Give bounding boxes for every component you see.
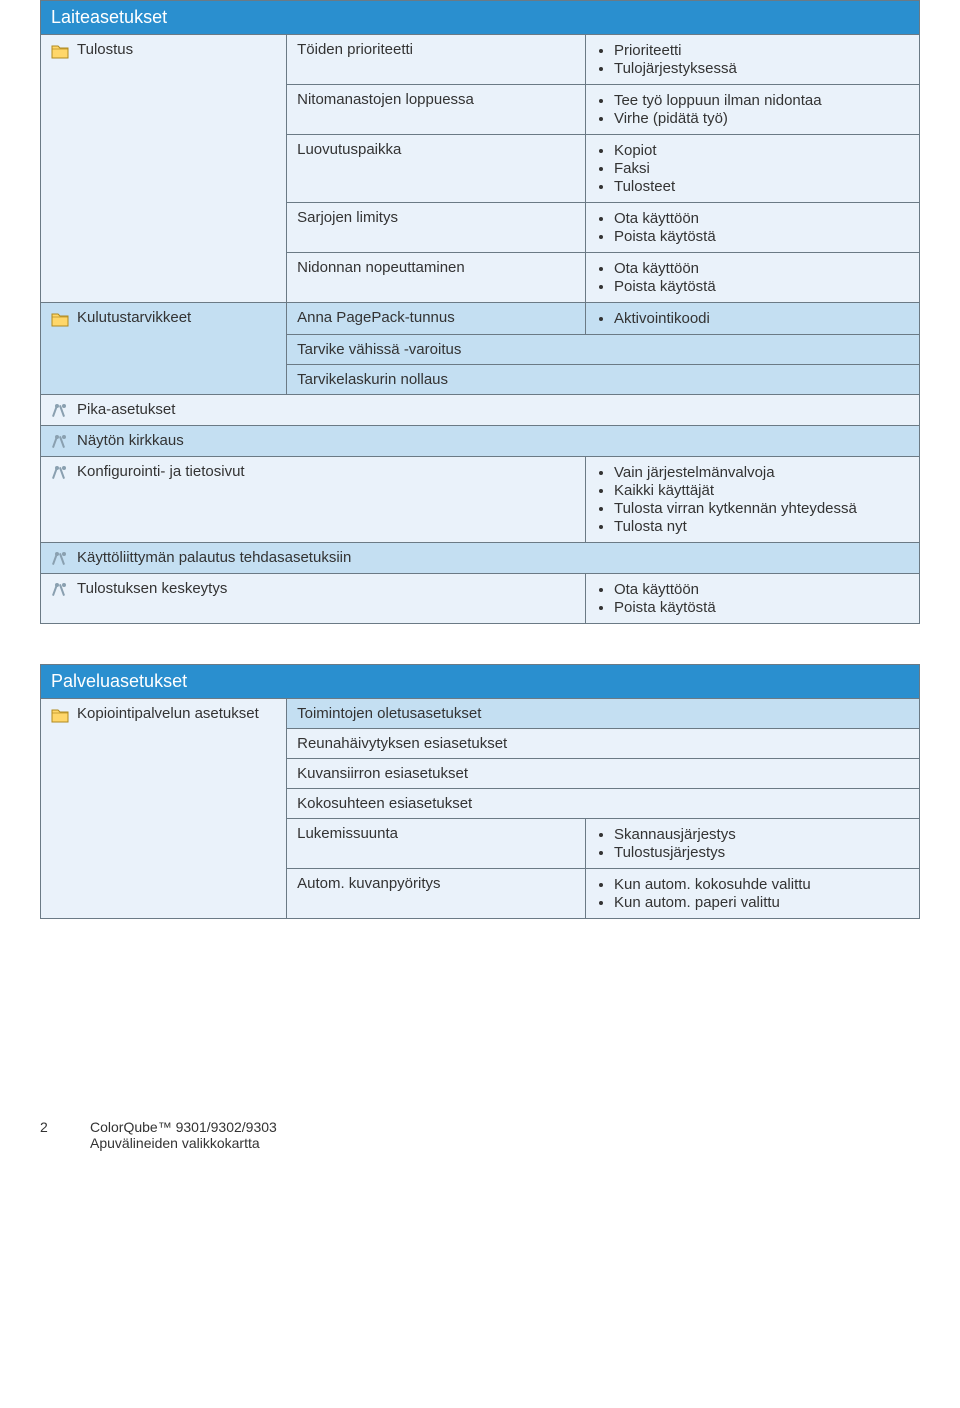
kayttopalautus-label: Käyttöliittymän palautus tehdasasetuksii… — [77, 549, 351, 566]
konfig-opts: Vain järjestelmänvalvoja Kaikki käyttäjä… — [585, 457, 919, 543]
opt-item: Tulojärjestyksessä — [614, 60, 909, 77]
konfig-label: Konfigurointi- ja tietosivut — [77, 463, 245, 480]
device-settings-header: Laiteasetukset — [41, 1, 920, 35]
nayton-label: Näytön kirkkaus — [77, 432, 184, 449]
page-footer: 2 ColorQube™ 9301/9302/9303 Apuvälineide… — [40, 1119, 920, 1151]
setting-name: Autom. kuvanpyöritys — [287, 869, 586, 919]
header-text: Palveluasetukset — [51, 671, 187, 691]
opt-item: Tulosta virran kytkennän yhteydessä — [614, 500, 909, 517]
opt-item: Poista käytöstä — [614, 599, 909, 616]
setting-name: Toimintojen oletusasetukset — [287, 699, 920, 729]
kopio-label: Kopiointipalvelun asetukset — [77, 705, 259, 722]
setting-opts: Tee työ loppuun ilman nidontaa Virhe (pi… — [585, 85, 919, 135]
opt-item: Tulosta nyt — [614, 518, 909, 535]
setting-name: Tarvike vähissä -varoitus — [287, 335, 920, 365]
opt-item: Vain järjestelmänvalvoja — [614, 464, 909, 481]
setting-name: Töiden prioriteetti — [287, 35, 586, 85]
setting-name: Anna PagePack-tunnus — [287, 303, 586, 335]
tulkesk-opts: Ota käyttöön Poista käytöstä — [585, 574, 919, 624]
setting-name: Sarjojen limitys — [287, 203, 586, 253]
nayton-cell: Näytön kirkkaus — [41, 426, 920, 457]
opt-item: Kaikki käyttäjät — [614, 482, 909, 499]
setting-name: Nidonnan nopeuttaminen — [287, 253, 586, 303]
setting-opts: Kopiot Faksi Tulosteet — [585, 135, 919, 203]
kopio-cell: Kopiointipalvelun asetukset — [41, 699, 287, 919]
setting-name: Luovutuspaikka — [287, 135, 586, 203]
setting-opts: Ota käyttöön Poista käytöstä — [585, 253, 919, 303]
folder-icon — [51, 311, 69, 327]
tools-icon — [51, 551, 69, 567]
opt-item: Aktivointikoodi — [614, 310, 909, 327]
tulkesk-cell: Tulostuksen keskeytys — [41, 574, 586, 624]
opt-item: Virhe (pidätä työ) — [614, 110, 909, 127]
setting-name: Tarvikelaskurin nollaus — [287, 365, 920, 395]
opt-item: Poista käytöstä — [614, 228, 909, 245]
tools-icon — [51, 434, 69, 450]
kulutus-label: Kulutustarvikkeet — [77, 309, 191, 326]
opt-item: Prioriteetti — [614, 42, 909, 59]
setting-opts: Kun autom. kokosuhde valittu Kun autom. … — [585, 869, 919, 919]
tulostus-label: Tulostus — [77, 41, 133, 58]
setting-opts: Prioriteetti Tulojärjestyksessä — [585, 35, 919, 85]
konfig-cell: Konfigurointi- ja tietosivut — [41, 457, 586, 543]
pika-cell: Pika-asetukset — [41, 395, 920, 426]
tulostus-cell: Tulostus — [41, 35, 287, 303]
tulkesk-label: Tulostuksen keskeytys — [77, 580, 227, 597]
service-settings-table: Palveluasetukset Kopiointipalvelun asetu… — [40, 664, 920, 919]
header-text: Laiteasetukset — [51, 7, 167, 27]
opt-item: Faksi — [614, 160, 909, 177]
opt-item: Tulosteet — [614, 178, 909, 195]
footer-text: ColorQube™ 9301/9302/9303 Apuvälineiden … — [90, 1119, 277, 1151]
page-number: 2 — [40, 1119, 60, 1135]
opt-item: Skannausjärjestys — [614, 826, 909, 843]
folder-icon — [51, 707, 69, 723]
tools-icon — [51, 465, 69, 481]
doc-title: Apuvälineiden valikkokartta — [90, 1135, 277, 1151]
kulutus-cell: Kulutustarvikkeet — [41, 303, 287, 395]
opt-item: Poista käytöstä — [614, 278, 909, 295]
kayttopalautus-cell: Käyttöliittymän palautus tehdasasetuksii… — [41, 543, 920, 574]
setting-opts: Ota käyttöön Poista käytöstä — [585, 203, 919, 253]
opt-item: Ota käyttöön — [614, 260, 909, 277]
folder-icon — [51, 43, 69, 59]
device-settings-table: Laiteasetukset Tulostus Töiden prioritee… — [40, 0, 920, 624]
setting-name: Nitomanastojen loppuessa — [287, 85, 586, 135]
setting-name: Lukemissuunta — [287, 819, 586, 869]
opt-item: Kun autom. paperi valittu — [614, 894, 909, 911]
opt-item: Ota käyttöön — [614, 210, 909, 227]
setting-opts: Skannausjärjestys Tulostusjärjestys — [585, 819, 919, 869]
opt-item: Kopiot — [614, 142, 909, 159]
product-name: ColorQube™ 9301/9302/9303 — [90, 1119, 277, 1135]
setting-name: Kokosuhteen esiasetukset — [287, 789, 920, 819]
tools-icon — [51, 582, 69, 598]
tools-icon — [51, 403, 69, 419]
setting-opts: Aktivointikoodi — [585, 303, 919, 335]
opt-item: Tee työ loppuun ilman nidontaa — [614, 92, 909, 109]
setting-name: Kuvansiirron esiasetukset — [287, 759, 920, 789]
opt-item: Kun autom. kokosuhde valittu — [614, 876, 909, 893]
pika-label: Pika-asetukset — [77, 401, 175, 418]
service-settings-header: Palveluasetukset — [41, 665, 920, 699]
opt-item: Tulostusjärjestys — [614, 844, 909, 861]
opt-item: Ota käyttöön — [614, 581, 909, 598]
setting-name: Reunahäivytyksen esiasetukset — [287, 729, 920, 759]
